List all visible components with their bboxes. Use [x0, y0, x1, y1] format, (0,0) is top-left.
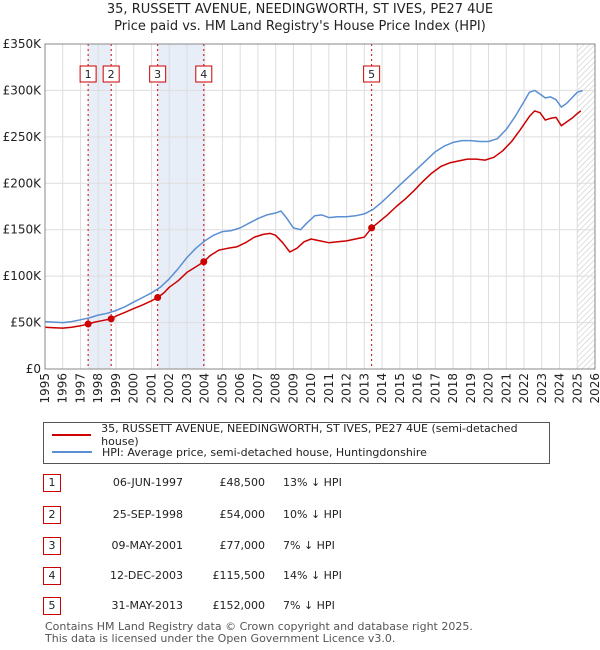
projection-hatch [577, 44, 595, 369]
x-tick-label: 2019 [464, 373, 478, 404]
x-tick-label: 2024 [553, 373, 567, 404]
chart-title-line2: Price paid vs. HM Land Registry's House … [114, 19, 486, 34]
sale-point [200, 258, 208, 266]
x-tick-label: 1996 [56, 373, 70, 404]
x-tick-label: 2011 [322, 373, 336, 404]
y-tick-label: £150K [3, 223, 43, 237]
y-tick-label: £250K [3, 130, 43, 144]
transaction-number: 3 [43, 537, 61, 555]
x-tick-label: 2001 [144, 373, 158, 404]
transaction-number: 2 [43, 506, 61, 524]
x-tick-label: 2006 [233, 373, 247, 404]
y-tick-label: £0 [26, 362, 41, 376]
shaded-ownership-span [88, 44, 112, 369]
sale-point [368, 224, 376, 232]
x-tick-label: 2015 [393, 373, 407, 404]
transaction-hpi-diff: 13% ↓ HPI [283, 476, 342, 489]
transaction-hpi-diff: 7% ↓ HPI [283, 539, 335, 552]
sale-number-box [79, 65, 97, 83]
sale-number-box [102, 65, 120, 83]
x-tick-label: 2023 [535, 373, 549, 404]
y-tick-label: £50K [10, 316, 42, 330]
transaction-date: 25-SEP-1998 [112, 508, 183, 521]
sale-point [84, 320, 92, 328]
transaction-price: £48,500 [219, 476, 266, 489]
sale-number-label: 1 [85, 68, 92, 81]
x-tick-label: 2025 [570, 373, 584, 404]
y-tick-label: £300K [3, 83, 43, 97]
transaction-number: 1 [43, 474, 61, 492]
y-tick-label: £100K [3, 269, 43, 283]
transaction-hpi-diff: 10% ↓ HPI [283, 508, 342, 521]
x-tick-label: 2002 [162, 373, 176, 404]
sale-number-box [149, 65, 167, 83]
sale-number-label: 5 [368, 68, 375, 81]
legend-swatch-property [52, 434, 92, 436]
transaction-price: £115,500 [212, 569, 266, 582]
x-tick-label: 2008 [269, 373, 283, 404]
footer-license: This data is licensed under the Open Gov… [45, 632, 396, 645]
x-tick-label: 2014 [375, 373, 389, 404]
x-tick-label: 2007 [251, 373, 265, 404]
y-tick-label: £350K [3, 37, 43, 51]
sale-number-label: 3 [154, 68, 161, 81]
transaction-price: £54,000 [219, 508, 266, 521]
x-tick-label: 2017 [428, 373, 442, 404]
x-tick-label: 2026 [588, 373, 600, 404]
plot-area [45, 44, 595, 369]
x-tick-label: 2020 [482, 373, 496, 404]
sale-point [107, 315, 115, 323]
x-tick-label: 2003 [180, 373, 194, 404]
transaction-hpi-diff: 7% ↓ HPI [283, 599, 335, 612]
chart-title-line1: 35, RUSSETT AVENUE, NEEDINGWORTH, ST IVE… [106, 2, 494, 17]
legend-item-property: 35, RUSSETT AVENUE, NEEDINGWORTH, ST IVE… [52, 422, 549, 448]
transaction-number: 4 [43, 567, 61, 585]
x-tick-label: 2010 [304, 373, 318, 404]
plot-frame [44, 43, 596, 370]
shaded-ownership-span [157, 44, 204, 369]
y-tick-label: £200K [3, 176, 43, 190]
legend-label-property: 35, RUSSETT AVENUE, NEEDINGWORTH, ST IVE… [101, 422, 518, 448]
legend: 35, RUSSETT AVENUE, NEEDINGWORTH, ST IVE… [43, 422, 550, 464]
transaction-price: £77,000 [219, 539, 266, 552]
x-tick-label: 2022 [517, 373, 531, 404]
sale-number-label: 2 [108, 68, 115, 81]
x-tick-label: 1997 [73, 373, 87, 404]
x-tick-label: 2005 [215, 373, 229, 404]
x-tick-label: 2016 [411, 373, 425, 404]
x-tick-label: 2009 [286, 373, 300, 404]
transaction-price: £152,000 [212, 599, 266, 612]
x-tick-label: 2013 [357, 373, 371, 404]
transaction-hpi-diff: 14% ↓ HPI [283, 569, 342, 582]
x-tick-label: 1998 [91, 373, 105, 404]
sale-number-box [363, 65, 381, 83]
x-tick-label: 1995 [38, 373, 52, 404]
transaction-number: 5 [43, 597, 61, 615]
transaction-date: 09-MAY-2001 [111, 539, 183, 552]
footer-copyright: Contains HM Land Registry data © Crown c… [45, 620, 473, 633]
sale-point [154, 294, 162, 301]
x-tick-label: 2021 [499, 373, 513, 404]
x-tick-label: 2012 [340, 373, 354, 404]
hpi-series-line [44, 89, 583, 324]
legend-label-hpi: HPI: Average price, semi-detached house,… [102, 445, 427, 459]
x-tick-label: 2018 [446, 373, 460, 404]
legend-swatch-hpi [52, 451, 92, 453]
sale-number-label: 4 [200, 68, 207, 81]
transaction-date: 06-JUN-1997 [112, 476, 183, 489]
legend-item-hpi: HPI: Average price, semi-detached house,… [52, 444, 427, 460]
price-chart: 1 2 3 4 5 £0 £50K £100K £150K £200K £250K £300K £350… [3, 37, 600, 404]
x-tick-label: 2000 [127, 373, 141, 404]
transaction-date: 12-DEC-2003 [109, 569, 183, 582]
sale-number-box [195, 65, 213, 83]
x-tick-label: 2004 [198, 373, 212, 404]
transaction-date: 31-MAY-2013 [111, 599, 183, 612]
property-series-line [44, 110, 582, 329]
x-tick-label: 1999 [109, 373, 123, 404]
